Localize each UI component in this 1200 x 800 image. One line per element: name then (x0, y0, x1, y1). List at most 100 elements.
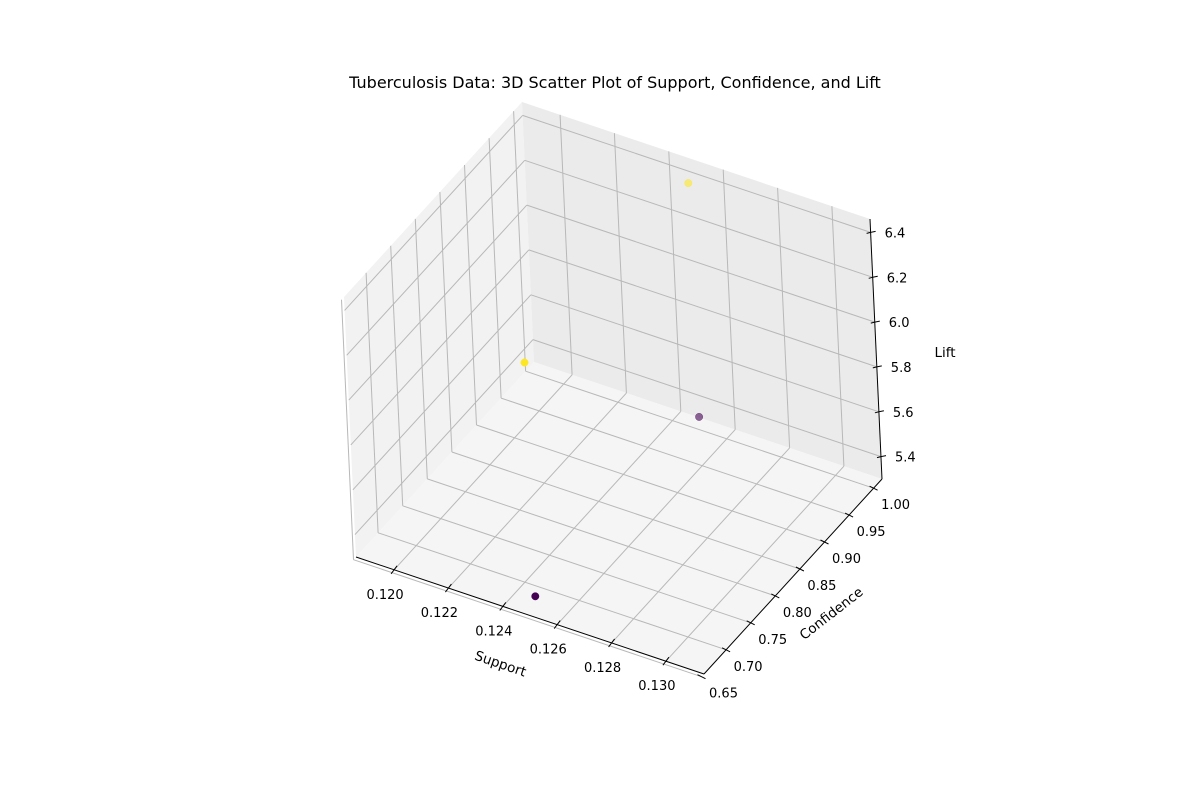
y-tick-label: 1.00 (881, 498, 910, 513)
z-tick (880, 455, 887, 458)
y-tick-label: 0.80 (783, 606, 812, 621)
data-points (520, 179, 704, 601)
x-tick-label: 0.126 (530, 643, 567, 658)
x-tick (447, 583, 452, 589)
x-gridline-floor (393, 374, 573, 571)
y-tick (799, 568, 805, 572)
z-tick-label: 5.8 (891, 361, 912, 376)
tick-marks (390, 230, 887, 680)
x-gridline-floor (448, 392, 627, 589)
y-gridline-floor (476, 424, 825, 543)
x-tick (665, 656, 670, 662)
axis-panes (344, 102, 882, 674)
y-gridline-floor (427, 478, 776, 597)
y-tick (873, 487, 878, 491)
y-tick (869, 485, 874, 489)
x-gridline-back (668, 151, 682, 412)
z-tick-label: 5.4 (895, 451, 916, 466)
z-axis-label: Lift (934, 345, 955, 361)
z-tick (876, 456, 882, 459)
floor-pane (356, 362, 882, 674)
back-pane (522, 102, 882, 479)
x-tick (556, 620, 561, 625)
y-tick (721, 647, 727, 651)
y-tick (824, 541, 829, 545)
z-tick (870, 321, 875, 324)
x-gridline-back (613, 133, 627, 394)
x-gridline-floor (502, 411, 682, 607)
z-tick (872, 275, 878, 278)
y-tick (750, 622, 755, 626)
x-gridline-floor (556, 429, 736, 625)
y-tick-label: 0.85 (807, 579, 836, 594)
z-tick-label: 6.0 (889, 316, 910, 331)
x-tick (499, 606, 504, 611)
y-gridline-left (365, 272, 379, 533)
z-tick (874, 411, 880, 414)
y-gridline-floor (500, 397, 850, 516)
z-tick (868, 276, 873, 279)
y-tick (771, 593, 776, 597)
x-gridline-floor (665, 465, 845, 662)
z-tick-label: 6.4 (885, 226, 906, 241)
z-axis-line (869, 218, 883, 480)
x-tick (608, 642, 612, 648)
z-gridline-back (528, 249, 877, 368)
x-tick-label: 0.122 (421, 606, 458, 621)
y-axis-line (703, 478, 883, 675)
y-gridline-left (414, 218, 428, 479)
z-tick (878, 410, 884, 413)
x-gridline-floor (611, 447, 790, 644)
x-tick-label: 0.120 (366, 588, 403, 603)
x-axis-line (355, 556, 705, 675)
y-tick-label: 0.75 (758, 633, 787, 648)
x-gridline-back (777, 187, 791, 448)
z-tick (872, 366, 877, 369)
z-gridline-back (532, 339, 882, 458)
data-point (531, 592, 540, 601)
y-tick (701, 676, 706, 680)
y-gridline-floor (402, 505, 751, 624)
x-tick (390, 569, 395, 575)
y-gridline-left (439, 191, 453, 453)
x-tick (444, 587, 449, 593)
z-gridline-left (350, 249, 530, 446)
z-gridline-back (524, 159, 873, 278)
y-gridline-floor (451, 451, 801, 570)
tick-labels: 0.120 0.122 0.124 0.126 0.128 0.130 0.65 0.70 0.… (366, 226, 915, 701)
x-tick (611, 638, 615, 644)
y-gridline-left (513, 111, 527, 372)
y-tick (746, 620, 751, 624)
y-tick (795, 566, 801, 570)
z-tick (874, 320, 880, 323)
y-tick (820, 539, 825, 543)
y-tick-label: 0.65 (709, 687, 738, 702)
x-gridline-back (722, 169, 736, 430)
data-point (695, 412, 704, 421)
z-tick (876, 365, 882, 368)
data-point (520, 358, 529, 367)
z-gridline-back (522, 114, 871, 233)
z-gridline-left (354, 339, 534, 535)
x-tick (502, 602, 507, 607)
y-gridline-floor (353, 559, 702, 678)
x-axis-label: Support (472, 648, 528, 681)
data-point (684, 179, 693, 188)
y-tick (844, 512, 850, 516)
x-tick-label: 0.130 (638, 679, 675, 694)
left-pane (344, 102, 534, 557)
y-tick (725, 649, 731, 653)
x-tick (553, 624, 558, 629)
y-tick-label: 0.70 (734, 660, 763, 675)
x-tick (393, 565, 398, 571)
z-gridline-left (344, 115, 523, 311)
grid-lines (341, 111, 882, 678)
z-gridline-left (348, 204, 528, 401)
x-gridline-back (559, 114, 573, 375)
z-tick-label: 5.6 (893, 406, 914, 421)
y-gridline-left (488, 138, 502, 399)
x-tick-label: 0.124 (475, 624, 512, 639)
y-gridline-left (390, 245, 404, 506)
y-tick-label: 0.95 (857, 525, 886, 540)
